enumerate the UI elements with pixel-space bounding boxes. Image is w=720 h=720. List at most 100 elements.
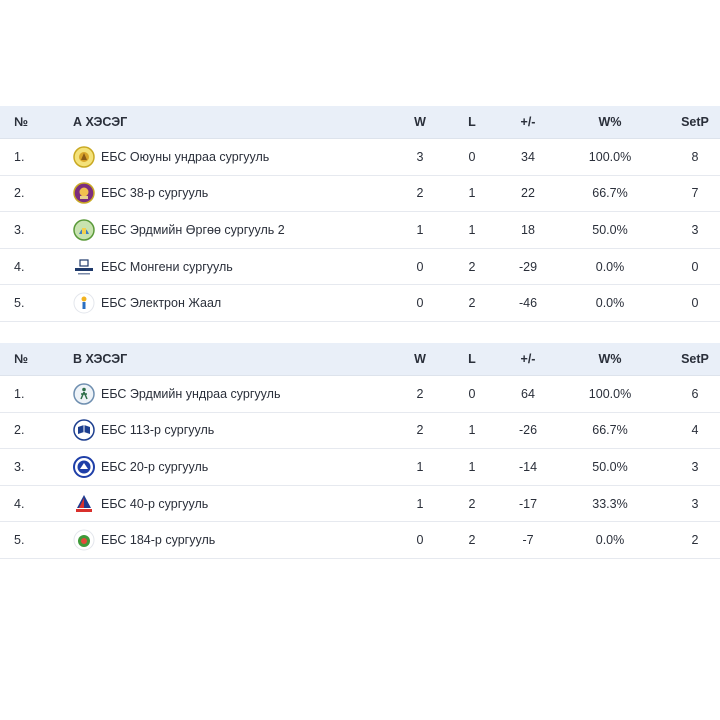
win-pct: 0.0% [595, 296, 625, 311]
team-name[interactable]: ЕБС 40-р сургууль [101, 496, 209, 511]
team-name[interactable]: ЕБС 184-р сургууль [101, 533, 216, 548]
rank: 5. [14, 296, 25, 311]
crest-runner-icon [73, 383, 95, 405]
point-diff: -17 [518, 496, 538, 511]
rank: 5. [14, 533, 25, 548]
win-pct: 100.0% [588, 149, 632, 164]
wins: 1 [416, 459, 424, 474]
table-row[interactable]: 3. ЕБС Эрдмийн Өргөө сургууль 2 1 1 18 5… [0, 212, 720, 249]
win-pct: 33.3% [592, 496, 628, 511]
losses: 0 [468, 149, 476, 164]
rank: 3. [14, 459, 25, 474]
wins: 0 [416, 533, 424, 548]
col-win-pct: W% [598, 115, 622, 129]
crest-green-icon [73, 219, 95, 241]
win-pct: 50.0% [592, 459, 628, 474]
col-wins: W [414, 352, 426, 366]
team-name[interactable]: ЕБС Эрдмийн ундраа сургууль [101, 386, 281, 401]
col-losses: L [468, 115, 476, 129]
team-name[interactable]: ЕБС Электрон Жаал [101, 296, 222, 311]
group-title: А ХЭСЭГ [73, 115, 128, 129]
rank: 4. [14, 259, 25, 274]
wins: 3 [416, 149, 424, 164]
rank: 2. [14, 423, 25, 438]
point-diff: 34 [521, 149, 535, 164]
wins: 0 [416, 259, 424, 274]
set-points: 4 [691, 423, 699, 438]
point-diff: -29 [518, 259, 538, 274]
losses: 2 [468, 259, 476, 274]
losses: 1 [468, 222, 476, 237]
point-diff: -46 [518, 296, 538, 311]
set-points: 0 [691, 259, 699, 274]
table-row[interactable]: 3. ЕБС 20-р сургууль 1 1 -14 50.0% 3 [0, 449, 720, 486]
rank: 3. [14, 222, 25, 237]
losses: 2 [468, 496, 476, 511]
wins: 1 [416, 222, 424, 237]
col-rank: № [14, 115, 28, 129]
col-losses: L [468, 352, 476, 366]
crest-blue-icon [73, 455, 95, 478]
losses: 2 [468, 296, 476, 311]
set-points: 3 [691, 496, 699, 511]
table-row[interactable]: 4. ЕБС Монгени сургууль 0 2 -29 0.0% 0 [0, 249, 720, 286]
table-row[interactable]: 1. ЕБС Оюуны ундраа сургууль 3 0 34 100.… [0, 139, 720, 176]
losses: 0 [468, 386, 476, 401]
team-name[interactable]: ЕБС 38-р сургууль [101, 186, 209, 201]
win-pct: 66.7% [592, 186, 628, 201]
table-row[interactable]: 1. ЕБС Эрдмийн ундраа сургууль 2 0 64 10… [0, 376, 720, 413]
col-point-diff: +/- [520, 352, 536, 366]
point-diff: -14 [518, 459, 538, 474]
col-set-points: SetP [681, 352, 709, 366]
losses: 1 [468, 186, 476, 201]
rank: 1. [14, 386, 25, 401]
crest-sail-icon [73, 493, 95, 515]
point-diff: -7 [522, 533, 534, 548]
set-points: 0 [691, 296, 699, 311]
point-diff: 18 [521, 222, 535, 237]
losses: 1 [468, 459, 476, 474]
table-header: № В ХЭСЭГ W L +/- W% SetP [0, 343, 720, 376]
team-name[interactable]: ЕБС Монгени сургууль [101, 259, 233, 274]
set-points: 7 [691, 186, 699, 201]
table-row[interactable]: 5. ЕБС 184-р сургууль 0 2 -7 0.0% 2 [0, 522, 720, 559]
win-pct: 0.0% [595, 259, 625, 274]
team-name[interactable]: ЕБС 113-р сургууль [101, 423, 215, 438]
crest-yellow-icon [73, 146, 95, 168]
table-row[interactable]: 2. ЕБС 113-р сургууль 2 1 -26 66.7% 4 [0, 413, 720, 450]
col-rank: № [14, 352, 28, 366]
crest-book-icon [73, 419, 95, 442]
crest-purple-icon [73, 182, 95, 205]
group-title: В ХЭСЭГ [73, 352, 128, 366]
table-row[interactable]: 4. ЕБС 40-р сургууль 1 2 -17 33.3% 3 [0, 486, 720, 523]
point-diff: 64 [521, 386, 535, 401]
crest-electron-icon [73, 292, 95, 314]
win-pct: 100.0% [588, 386, 632, 401]
set-points: 6 [691, 386, 699, 401]
set-points: 2 [691, 533, 699, 548]
losses: 1 [468, 423, 476, 438]
win-pct: 50.0% [592, 222, 628, 237]
standings-table-group-b: № В ХЭСЭГ W L +/- W% SetP 1. ЕБС Эрдмийн… [0, 343, 720, 559]
table-row[interactable]: 5. ЕБС Электрон Жаал 0 2 -46 0.0% 0 [0, 285, 720, 322]
set-points: 3 [691, 459, 699, 474]
table-header: № А ХЭСЭГ W L +/- W% SetP [0, 106, 720, 139]
team-name[interactable]: ЕБС Оюуны ундраа сургууль [101, 149, 270, 164]
point-diff: -26 [518, 423, 538, 438]
losses: 2 [468, 533, 476, 548]
rank: 2. [14, 186, 25, 201]
table-row[interactable]: 2. ЕБС 38-р сургууль 2 1 22 66.7% 7 [0, 176, 720, 213]
wins: 2 [416, 423, 424, 438]
col-set-points: SetP [681, 115, 709, 129]
win-pct: 66.7% [592, 423, 628, 438]
wins: 2 [416, 186, 424, 201]
col-wins: W [414, 115, 426, 129]
wins: 2 [416, 386, 424, 401]
point-diff: 22 [521, 186, 535, 201]
team-name[interactable]: ЕБС Эрдмийн Өргөө сургууль 2 [101, 222, 285, 237]
rank: 4. [14, 496, 25, 511]
col-point-diff: +/- [520, 115, 536, 129]
set-points: 8 [691, 149, 699, 164]
team-name[interactable]: ЕБС 20-р сургууль [101, 459, 209, 474]
col-win-pct: W% [598, 352, 622, 366]
